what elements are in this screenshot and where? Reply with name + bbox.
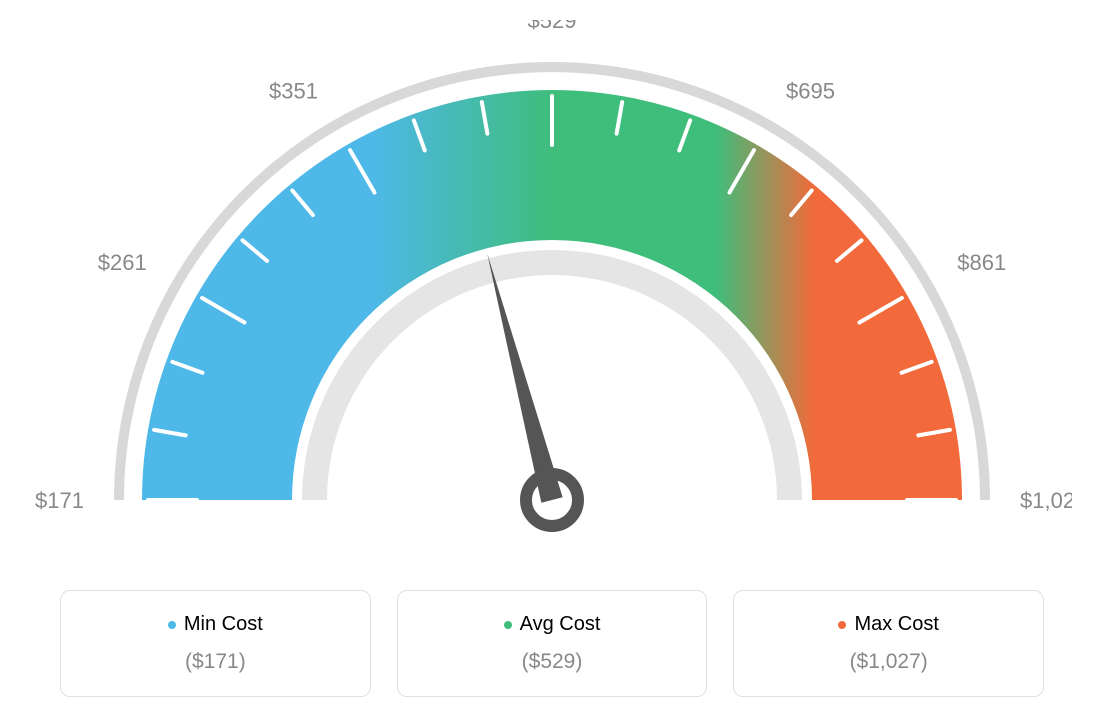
legend-value-avg: ($529) xyxy=(408,650,697,674)
gauge-tick-label: $1,027 xyxy=(1020,488,1072,513)
legend-row: Min Cost ($171) Avg Cost ($529) Max Cost… xyxy=(20,590,1084,697)
gauge-tick-label: $351 xyxy=(269,79,318,104)
legend-card-min: Min Cost ($171) xyxy=(60,590,371,697)
gauge-tick-label: $695 xyxy=(786,79,835,104)
gauge-tick-label: $529 xyxy=(528,20,577,33)
gauge-chart: $171 $261 $351 $529 $695 $861 $1,027 xyxy=(20,20,1084,560)
legend-dot-min xyxy=(168,621,176,629)
legend-title-min: Min Cost xyxy=(168,613,263,636)
gauge-svg: $171 $261 $351 $529 $695 $861 $1,027 xyxy=(32,20,1072,560)
legend-dot-max xyxy=(838,621,846,629)
gauge-arc xyxy=(142,90,962,500)
legend-card-avg: Avg Cost ($529) xyxy=(397,590,708,697)
legend-card-max: Max Cost ($1,027) xyxy=(733,590,1044,697)
legend-value-min: ($171) xyxy=(71,650,360,674)
legend-title-avg: Avg Cost xyxy=(504,613,601,636)
gauge-tick-label: $861 xyxy=(957,250,1006,275)
legend-title-max: Max Cost xyxy=(838,613,938,636)
gauge-tick-label: $171 xyxy=(35,488,84,513)
legend-label-avg: Avg Cost xyxy=(520,613,601,636)
legend-label-max: Max Cost xyxy=(854,613,938,636)
gauge-needle xyxy=(487,253,562,502)
legend-value-max: ($1,027) xyxy=(744,650,1033,674)
gauge-tick-label: $261 xyxy=(98,250,147,275)
legend-label-min: Min Cost xyxy=(184,613,263,636)
legend-dot-avg xyxy=(504,621,512,629)
